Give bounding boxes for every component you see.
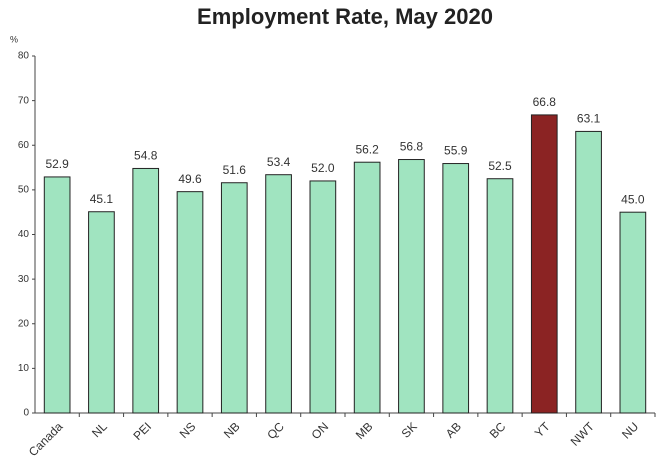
- bar: [353, 161, 381, 414]
- x-tick-label: NS: [177, 419, 199, 441]
- x-tick-label: SK: [399, 419, 420, 440]
- data-label: 55.9: [444, 144, 468, 158]
- bar: [530, 114, 558, 414]
- y-tick-label: 80: [18, 51, 30, 62]
- x-tick-label: AB: [443, 419, 464, 440]
- bar: [176, 191, 204, 414]
- data-label: 53.4: [267, 155, 291, 169]
- data-label: 66.8: [533, 95, 557, 109]
- x-tick-label: NB: [221, 419, 243, 441]
- bar: [486, 178, 514, 414]
- data-label: 52.5: [488, 159, 512, 173]
- bar: [619, 211, 647, 414]
- data-label: 56.8: [400, 140, 424, 154]
- bar: [398, 159, 425, 414]
- y-axis-label: %: [10, 34, 18, 44]
- bar: [265, 174, 292, 414]
- y-tick-label: 60: [18, 140, 30, 151]
- data-label: 45.1: [90, 192, 114, 206]
- data-label: 52.0: [311, 161, 335, 175]
- bar: [442, 163, 470, 414]
- bar: [43, 176, 71, 414]
- bar: [220, 182, 248, 414]
- bar: [132, 167, 160, 414]
- x-tick-label: PEI: [131, 419, 155, 443]
- x-tick-label: NU: [619, 419, 641, 441]
- y-tick-label: 40: [18, 229, 30, 240]
- data-label: 49.6: [178, 172, 202, 186]
- data-label: 52.9: [45, 157, 69, 171]
- bar: [309, 180, 337, 414]
- y-tick-label: 50: [18, 185, 30, 196]
- x-tick-label: Canada: [26, 419, 66, 459]
- x-tick-label: ON: [309, 419, 332, 442]
- x-tick-label: YT: [532, 419, 553, 440]
- data-label: 54.8: [134, 149, 158, 163]
- x-tick-label: MB: [353, 419, 376, 442]
- y-tick-label: 70: [18, 95, 30, 106]
- y-tick-label: 10: [18, 363, 30, 374]
- x-tick-label: NL: [89, 419, 110, 440]
- chart-title: Employment Rate, May 2020: [197, 4, 493, 29]
- x-tick-label: NWT: [568, 419, 598, 449]
- data-label: 63.1: [577, 112, 601, 126]
- data-label: 51.6: [223, 163, 247, 177]
- y-tick-label: 30: [18, 274, 30, 285]
- y-tick-label: 20: [18, 318, 30, 329]
- y-tick-label: 0: [23, 408, 29, 419]
- data-label: 56.2: [355, 142, 379, 156]
- bar: [88, 211, 115, 414]
- data-label: 45.0: [621, 192, 645, 206]
- x-tick-label: QC: [264, 419, 287, 442]
- x-tick-label: BC: [487, 419, 509, 441]
- bar: [575, 130, 602, 414]
